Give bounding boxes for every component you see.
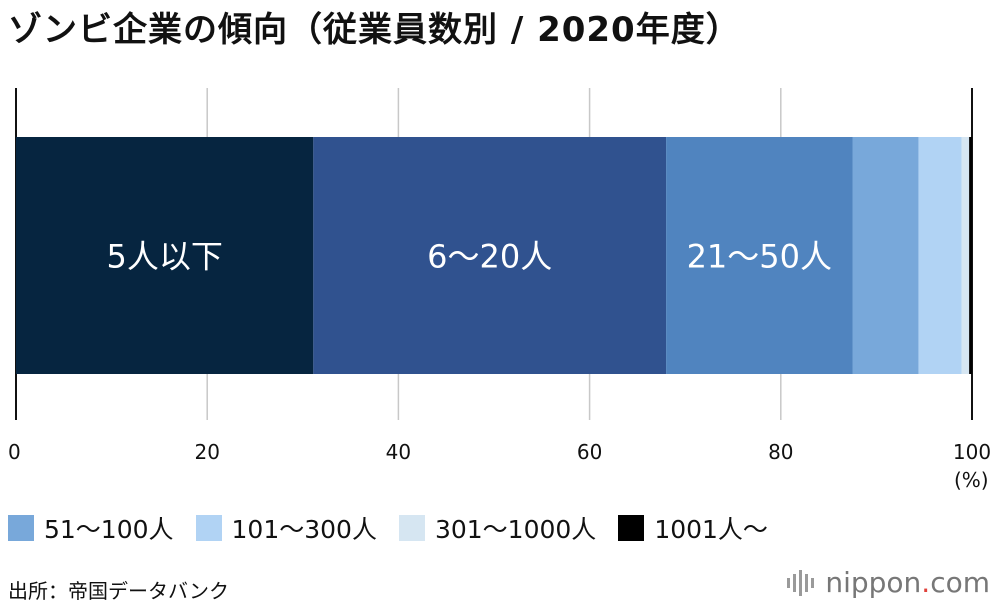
x-tick-label: 0 [8, 440, 21, 464]
legend-item-301-1000: 301〜1000人 [398, 510, 597, 546]
segment-label: 5人以下 [106, 238, 222, 276]
legend-label: 101〜300人 [231, 515, 377, 544]
x-tick-label: 60 [577, 440, 602, 464]
bar-segments [16, 137, 972, 374]
bar-segment [313, 137, 667, 374]
bar-segment [852, 137, 919, 374]
chart-title: ゾンビ企業の傾向（従業員数別 / 2020年度） [8, 10, 741, 50]
segment-label: 6〜20人 [427, 238, 552, 276]
x-tick-label: 40 [386, 440, 411, 464]
legend-label: 1001人〜 [654, 515, 768, 544]
legend-swatch [8, 515, 34, 541]
legend-swatch [618, 515, 645, 541]
legend-swatch [195, 515, 222, 541]
x-tick-label: 100 [953, 440, 991, 464]
logo-suffix: com [930, 566, 990, 599]
unit-label: (%) [954, 468, 989, 492]
segment-labels: 5人以下 6〜20人 21〜50人 [106, 238, 832, 276]
legend-item-1001-plus: 1001人〜 [618, 510, 768, 546]
nippon-logo[interactable]: nippon. com [787, 566, 990, 599]
logo-dot: . [921, 566, 931, 599]
bar-segment [16, 137, 314, 374]
legend: 51〜100人 101〜300人 301〜1000人 1001人〜 [8, 510, 790, 546]
bar-segment [918, 137, 962, 374]
logo-mark-icon [787, 569, 817, 596]
x-tick-labels: 0 20 40 60 80 100 [8, 440, 991, 464]
bar-segment [961, 137, 970, 374]
logo-text: nippon [825, 566, 922, 599]
x-tick-label: 20 [194, 440, 219, 464]
legend-swatch [398, 515, 425, 541]
legend-item-101-300: 101〜300人 [195, 510, 377, 546]
segment-label: 21〜50人 [687, 238, 832, 276]
bar-segment [969, 137, 972, 374]
bar-segment [666, 137, 853, 374]
x-tick-label: 80 [768, 440, 793, 464]
source-note: 出所：帝国データバンク [8, 579, 229, 603]
stacked-bar-chart: 5人以下 6〜20人 21〜50人 0 20 40 60 80 100 [8, 88, 991, 464]
legend-item-51-100: 51〜100人 [8, 510, 174, 546]
legend-label: 51〜100人 [44, 515, 174, 544]
legend-label: 301〜1000人 [434, 515, 597, 544]
